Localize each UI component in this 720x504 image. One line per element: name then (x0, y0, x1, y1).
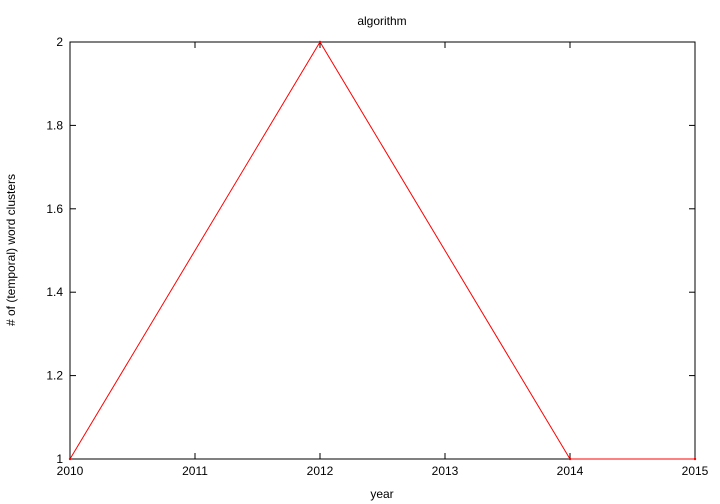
x-axis-title: year (370, 487, 393, 501)
y-axis-title: # of (temporal) word clusters (4, 174, 18, 326)
chart-title: algorithm (357, 14, 406, 28)
y-tick-label: 1.8 (46, 118, 63, 132)
x-tick-label: 2011 (182, 464, 208, 478)
y-tick-label: 1.2 (46, 369, 63, 383)
y-axis: 1 1.2 1.4 1.6 1.8 2 (46, 35, 695, 466)
data-point (568, 457, 572, 461)
x-tick-label: 2010 (57, 464, 84, 478)
x-tick-label: 2015 (682, 464, 709, 478)
data-point (693, 457, 697, 461)
plot-frame (69, 41, 696, 460)
y-tick-label: 2 (56, 35, 63, 49)
series-line (69, 41, 695, 460)
series-layer (68, 40, 697, 461)
x-tick-label: 2013 (432, 464, 459, 478)
x-tick-label: 2012 (307, 464, 334, 478)
data-point (318, 40, 322, 44)
data-point (68, 457, 72, 461)
x-tick-label: 2014 (557, 464, 584, 478)
x-axis: 2010 2011 2012 2013 2014 2015 (57, 42, 709, 478)
y-tick-label: 1.4 (46, 285, 63, 299)
y-tick-label: 1 (56, 452, 63, 466)
y-tick-label: 1.6 (46, 202, 63, 216)
